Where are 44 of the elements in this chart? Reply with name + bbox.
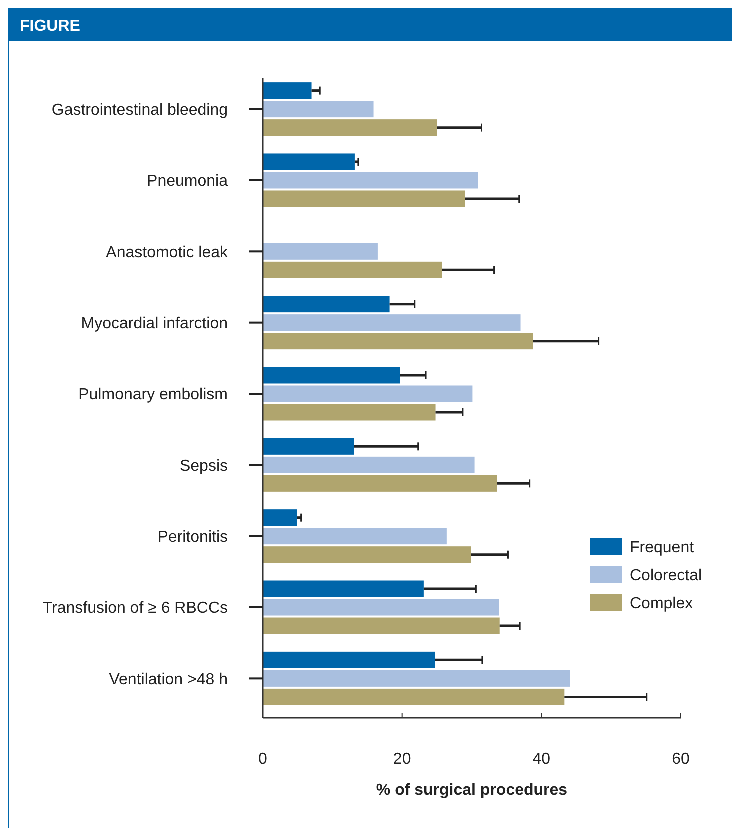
y-tick-label: Transfusion of ≥ 6 RBCCs [42,600,228,618]
y-tick-label: Pneumonia [147,173,228,190]
bar [263,456,475,474]
legend-label: Complex [630,596,694,613]
bar [263,688,565,706]
x-tick-label: 0 [258,751,268,768]
bar [263,154,355,170]
x-tick-label: 20 [393,751,412,768]
bar [263,243,378,260]
bar [263,101,374,118]
bar [263,580,424,598]
bar [263,367,400,384]
y-tick-label: Myocardial infarction [81,315,228,332]
bar [263,546,472,564]
bar [263,386,473,402]
bar [263,599,500,616]
x-axis-title: % of surgical procedures [376,782,568,799]
legend-label: Colorectal [630,568,702,585]
bar [263,120,438,136]
y-tick-label: Pulmonary embolism [78,386,228,404]
legend-label: Frequent [630,540,695,557]
bar [263,333,534,350]
x-tick-label: 40 [532,751,551,768]
bar [263,475,498,492]
bar [263,404,436,421]
bar [263,670,570,687]
y-tick-label: Sepsis [180,458,228,475]
bar [263,296,390,313]
bar [263,172,478,189]
bar [263,314,521,332]
y-tick-label: Gastrointestinal bleeding [52,102,228,119]
bar [263,438,354,455]
bar [263,528,447,545]
text: FIGURE [20,18,81,35]
bar [263,82,312,100]
bar [263,618,500,634]
x-tick-label: 60 [672,751,690,768]
bar [263,510,298,526]
y-tick-label: Ventilation >48 h [109,671,228,688]
bar [263,262,442,278]
bar [263,652,436,668]
y-tick-label: Peritonitis [158,528,228,546]
y-tick-label: Anastomotic leak [106,244,229,262]
bar [263,190,466,208]
